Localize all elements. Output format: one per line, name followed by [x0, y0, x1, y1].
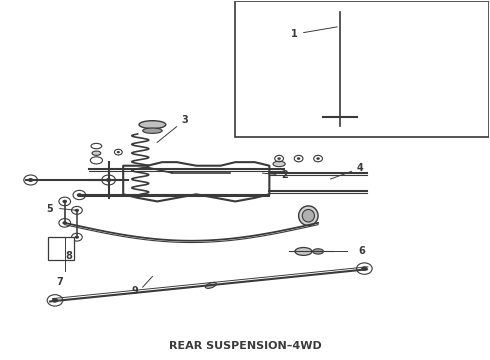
Text: 8: 8 [65, 251, 72, 261]
Circle shape [28, 178, 33, 182]
Circle shape [297, 157, 300, 160]
Ellipse shape [273, 161, 285, 167]
Ellipse shape [334, 81, 346, 86]
Ellipse shape [344, 122, 355, 127]
Text: 5: 5 [47, 203, 53, 213]
Text: 4: 4 [330, 163, 364, 179]
Text: 9: 9 [132, 286, 139, 296]
Ellipse shape [313, 249, 323, 254]
Text: 6: 6 [359, 247, 366, 256]
FancyBboxPatch shape [48, 237, 74, 260]
Circle shape [277, 157, 281, 160]
FancyBboxPatch shape [235, 1, 489, 137]
Circle shape [52, 298, 58, 303]
Circle shape [117, 151, 120, 153]
Ellipse shape [334, 46, 346, 50]
Circle shape [75, 209, 79, 212]
Ellipse shape [295, 248, 312, 255]
Circle shape [317, 157, 320, 160]
Ellipse shape [302, 210, 315, 222]
Circle shape [62, 221, 67, 225]
Circle shape [106, 178, 111, 182]
Text: 7: 7 [56, 277, 63, 287]
Ellipse shape [205, 282, 217, 288]
Ellipse shape [298, 206, 318, 226]
Text: 2: 2 [262, 170, 288, 180]
Ellipse shape [334, 113, 346, 118]
Ellipse shape [139, 121, 166, 129]
Ellipse shape [334, 64, 346, 68]
Ellipse shape [328, 122, 337, 127]
Ellipse shape [334, 99, 346, 104]
Ellipse shape [334, 28, 346, 32]
Text: 3: 3 [157, 115, 189, 143]
Circle shape [361, 266, 368, 271]
Circle shape [77, 193, 82, 197]
Ellipse shape [143, 128, 162, 134]
Circle shape [75, 235, 79, 239]
Text: REAR SUSPENSION–4WD: REAR SUSPENSION–4WD [169, 342, 321, 351]
Circle shape [62, 200, 67, 203]
Ellipse shape [92, 151, 101, 156]
Text: 1: 1 [291, 27, 337, 39]
